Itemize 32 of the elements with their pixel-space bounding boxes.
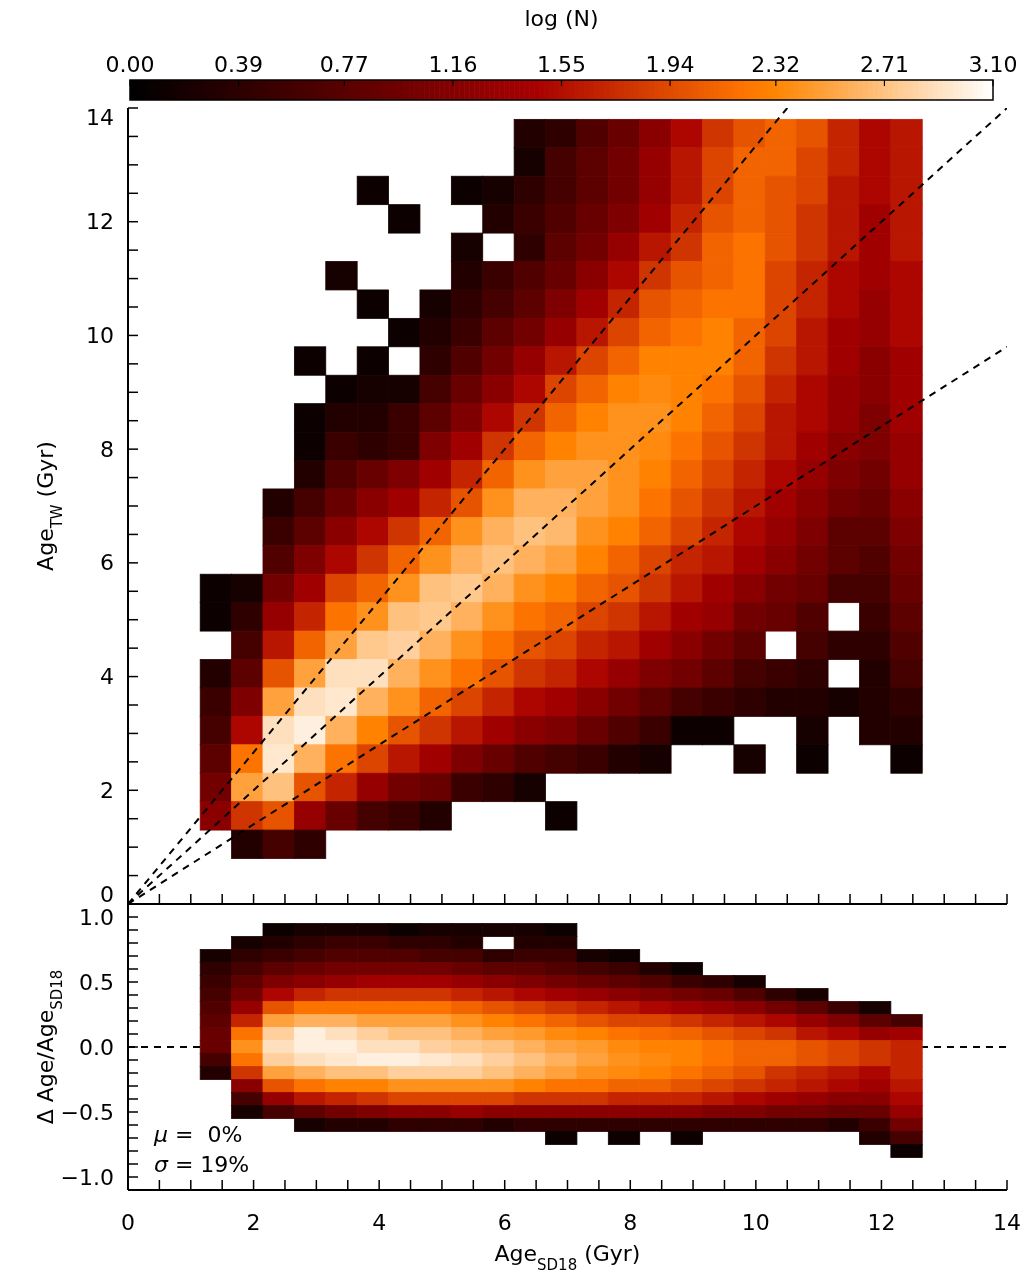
- color-bar-label: 1.16: [428, 52, 478, 77]
- annotation: σ = 19%: [154, 1152, 250, 1177]
- y-tick-label: 4: [100, 664, 114, 690]
- y-tick-label: 14: [86, 104, 114, 130]
- x-tick-label: 6: [497, 1210, 512, 1235]
- x-tick-label: 4: [372, 1210, 387, 1235]
- color-bar-label: 0.00: [105, 52, 155, 77]
- color-bar-label: 0.77: [319, 52, 369, 77]
- y-tick-label: 0.5: [79, 969, 114, 995]
- annotation: μ = 0%: [154, 1122, 243, 1147]
- color-bar-label: 3.10: [968, 52, 1018, 77]
- color-bar-label: 2.32: [751, 52, 801, 77]
- y-tick-label: −0.5: [60, 1099, 114, 1125]
- x-axis-title: Age$_{SD18}$ (Gyr): [494, 1241, 641, 1274]
- color-bar-label: 2.71: [859, 52, 909, 77]
- color-bar-label: 0.39: [214, 52, 264, 77]
- x-tick-label: 12: [867, 1210, 896, 1235]
- y-tick-label: 2: [100, 777, 114, 803]
- x-tick-label: 2: [246, 1210, 261, 1235]
- y-tick-label: −1.0: [60, 1164, 114, 1190]
- y-tick-label: 6: [100, 550, 114, 576]
- color-bar-label: 1.94: [645, 52, 695, 77]
- y-tick-label: 10: [86, 322, 114, 348]
- x-tick-label: 10: [741, 1210, 770, 1235]
- x-tick-label: 8: [623, 1210, 638, 1235]
- y-tick-label: 8: [100, 436, 114, 462]
- y-tick-label: 0.0: [79, 1034, 114, 1060]
- color-bar-label: 1.55: [537, 52, 586, 77]
- color-bar-title: log (N): [524, 6, 599, 31]
- x-tick-label: 14: [993, 1210, 1021, 1235]
- y-tick-label: 12: [86, 209, 114, 235]
- x-tick-label: 0: [121, 1210, 135, 1235]
